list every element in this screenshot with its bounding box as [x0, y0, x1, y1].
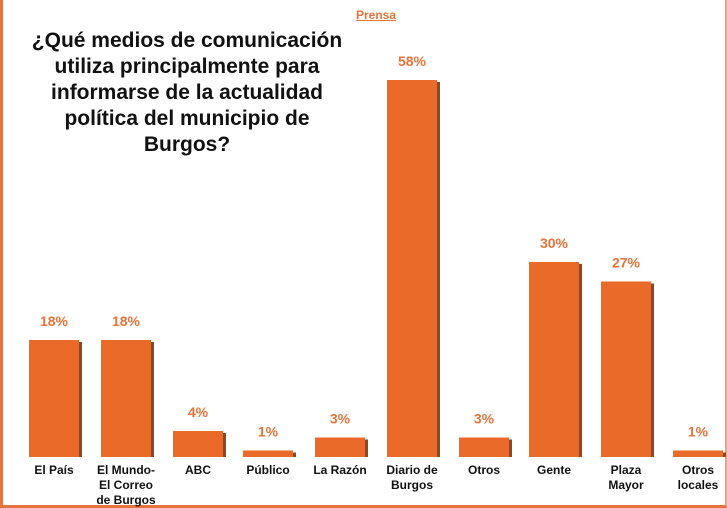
- chart-subtitle: Prensa: [356, 8, 397, 22]
- category-label: ABC: [185, 463, 211, 477]
- data-label: 3%: [474, 411, 495, 427]
- data-label: 4%: [188, 404, 209, 420]
- category-label: La Razón: [313, 463, 366, 477]
- data-label: 18%: [112, 313, 141, 329]
- category-label: Otros: [468, 463, 500, 477]
- category-label: Plaza Mayor: [608, 463, 644, 492]
- category-label: El Mundo-El Correo de Burgos: [96, 463, 156, 507]
- bar: [387, 80, 437, 457]
- bar: [529, 262, 579, 457]
- bar: [673, 450, 723, 457]
- bar: [459, 437, 509, 457]
- bar: [601, 281, 651, 457]
- bar: [101, 340, 151, 457]
- data-label: 58%: [398, 53, 427, 69]
- data-label: 1%: [688, 424, 709, 440]
- category-label: Diario de Burgos: [386, 463, 438, 492]
- category-label: Público: [246, 463, 289, 477]
- data-label: 1%: [258, 424, 279, 440]
- bar: [29, 340, 79, 457]
- category-label: El País: [34, 463, 74, 477]
- data-label: 30%: [540, 235, 569, 251]
- chart-title: ¿Qué medios de comunicación utiliza prin…: [31, 29, 343, 156]
- category-label: Otros locales: [678, 463, 719, 492]
- data-label: 18%: [40, 313, 69, 329]
- data-label: 27%: [612, 255, 641, 271]
- bar: [173, 431, 223, 457]
- bar: [243, 450, 293, 457]
- bar: [315, 437, 365, 457]
- category-label: Gente: [537, 463, 571, 477]
- data-label: 3%: [330, 411, 351, 427]
